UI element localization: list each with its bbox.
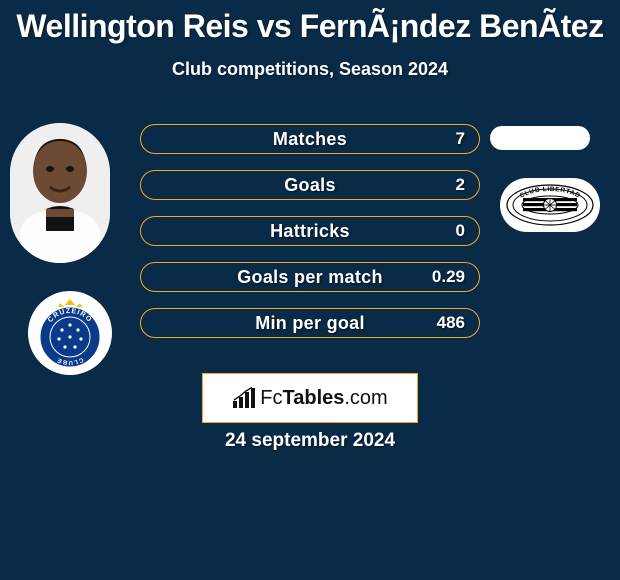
stat-label: Hattricks	[141, 217, 479, 245]
avatar-silhouette-icon	[10, 123, 110, 263]
stat-row: Goals 2	[140, 170, 480, 200]
stat-row: Goals per match 0.29	[140, 262, 480, 292]
page-subtitle: Club competitions, Season 2024	[0, 59, 620, 80]
page-title: Wellington Reis vs FernÃ¡ndez BenÃ­tez	[0, 0, 620, 45]
stat-label: Goals	[141, 171, 479, 199]
cruzeiro-logo: CRUZEIRO CLUBE	[28, 291, 112, 375]
club-crest-icon: CRUZEIRO CLUBE	[34, 297, 106, 369]
stat-label: Min per goal	[141, 309, 479, 337]
stat-value: 7	[456, 125, 465, 153]
stat-value: 0	[456, 217, 465, 245]
player-avatar-blank	[490, 126, 590, 150]
stat-row: Hattricks 0	[140, 216, 480, 246]
stat-bars: Matches 7 Goals 2 Hattricks 0 Goals per …	[140, 124, 480, 354]
brand-text: FcTables.com	[260, 387, 387, 410]
fctables-icon	[232, 387, 258, 409]
stat-value: 486	[437, 309, 465, 337]
stat-label: Matches	[141, 125, 479, 153]
player-avatar	[10, 123, 110, 263]
stat-value: 0.29	[432, 263, 465, 291]
stat-value: 2	[456, 171, 465, 199]
comparison-card: Wellington Reis vs FernÃ¡ndez BenÃ­tez C…	[0, 0, 620, 580]
stat-row: Min per goal 486	[140, 308, 480, 338]
fctables-badge: FcTables.com	[202, 373, 418, 423]
brand-prefix: Fc	[260, 387, 282, 409]
stat-row: Matches 7	[140, 124, 480, 154]
club-libertad-logo: CLUB LIBERTAD	[500, 178, 600, 232]
brand-main: Tables	[283, 387, 345, 409]
date-label: 24 september 2024	[0, 430, 620, 452]
club-crest-icon: CLUB LIBERTAD	[505, 183, 595, 227]
brand-suffix: .com	[344, 387, 387, 409]
stat-label: Goals per match	[141, 263, 479, 291]
